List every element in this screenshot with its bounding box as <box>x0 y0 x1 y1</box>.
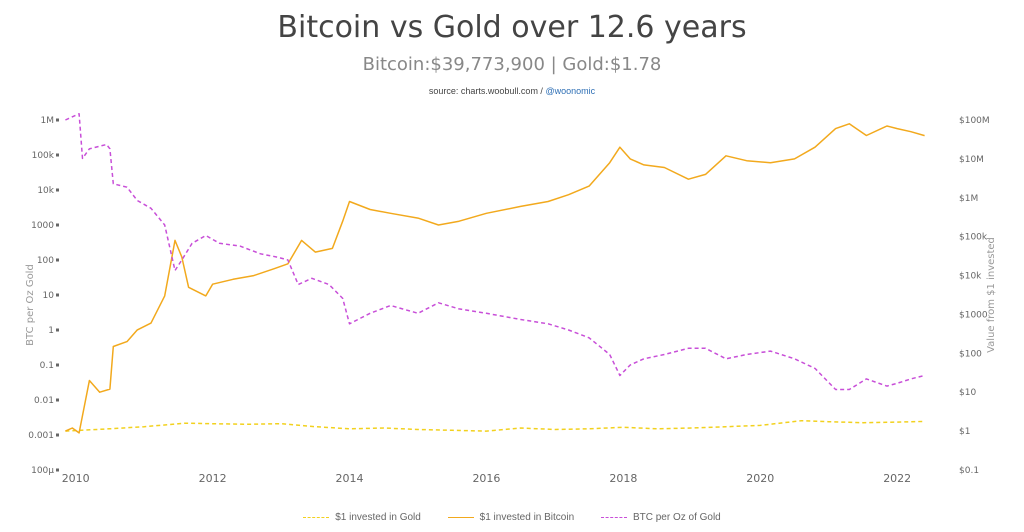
legend-label-bitcoin: $1 invested in Bitcoin <box>479 512 575 523</box>
series-line-gold <box>65 419 925 432</box>
x-tick-label: 2018 <box>609 472 637 485</box>
right-tick-label: $0.1 <box>959 466 979 476</box>
x-tick-label: 2022 <box>883 472 911 485</box>
right-tick-label: $1000 <box>959 310 988 320</box>
right-axis-title: Value from $1 invested <box>986 237 997 353</box>
right-tick-label: $100k <box>959 233 988 243</box>
left-tick-mark <box>56 223 59 227</box>
legend-item-bitcoin[interactable]: $1 invested in Bitcoin <box>447 512 575 523</box>
left-tick-label: 0.001 <box>28 431 54 441</box>
x-tick-label: 2016 <box>472 472 500 485</box>
series-line-bitcoin <box>65 123 925 434</box>
legend-label-ratio: BTC per Oz of Gold <box>632 512 721 523</box>
left-tick-mark <box>56 188 59 192</box>
right-tick-label: $10M <box>959 155 984 165</box>
left-tick-mark <box>56 398 59 402</box>
chart-subtitle: Bitcoin:$39,773,900 | Gold:$1.78 <box>362 54 662 75</box>
x-axis-ticks: 2010 2012 2014 2016 2018 2020 2022 <box>62 472 912 485</box>
left-tick-label: 1M <box>41 116 55 126</box>
x-tick-label: 2010 <box>62 472 90 485</box>
left-tick-label: 100 <box>37 256 54 266</box>
right-tick-label: $10 <box>959 388 976 398</box>
chart-source: source: charts.woobull.com / @woonomic <box>0 86 1024 96</box>
left-tick-mark <box>56 328 59 332</box>
right-tick-label: $1 <box>959 427 970 437</box>
legend-item-gold[interactable]: $1 invested in Gold <box>303 512 421 523</box>
legend-swatch-gold <box>303 516 330 518</box>
source-handle-link[interactable]: @woonomic <box>545 86 596 96</box>
left-tick-mark <box>56 118 59 122</box>
left-tick-label: 100µ <box>31 466 54 476</box>
left-tick-label: 1000 <box>31 221 54 231</box>
legend-label-gold: $1 invested in Gold <box>335 512 421 523</box>
right-axis-ticks: $0.1 $1 $10 $100 $1000 $10k $100k $1M $10M $100M <box>959 116 990 476</box>
left-tick-mark <box>56 363 59 367</box>
chart-title: Bitcoin vs Gold over 12.6 years <box>277 10 747 45</box>
x-tick-label: 2014 <box>336 472 364 485</box>
left-tick-label: 0.1 <box>40 361 54 371</box>
legend-swatch-bitcoin <box>447 516 474 518</box>
right-tick-label: $100M <box>959 116 990 126</box>
left-axis-ticks: 100µ 0.001 0.01 0.1 1 10 100 1000 10k 100k 1M <box>28 116 59 476</box>
series-layer <box>65 113 925 434</box>
legend-swatch-ratio <box>600 516 627 518</box>
left-tick-mark <box>56 468 59 472</box>
left-tick-mark <box>56 258 59 262</box>
left-tick-label: 100k <box>32 151 55 161</box>
right-tick-label: $1M <box>959 194 978 204</box>
right-tick-label: $100 <box>959 349 982 359</box>
left-tick-label: 10k <box>37 186 54 196</box>
source-prefix: source: charts.woobull.com / <box>428 86 543 96</box>
chart-legend: $1 invested in Gold $1 invested in Bitco… <box>0 512 1024 523</box>
legend-item-ratio[interactable]: BTC per Oz of Gold <box>600 512 721 523</box>
left-tick-label: 10 <box>43 291 55 301</box>
x-tick-label: 2020 <box>746 472 774 485</box>
x-tick-label: 2012 <box>199 472 227 485</box>
left-axis-title: BTC per Oz Gold <box>25 264 36 346</box>
left-tick-mark <box>56 433 59 437</box>
series-line-ratio <box>65 113 925 391</box>
left-tick-mark <box>56 293 59 297</box>
left-tick-mark <box>56 153 59 157</box>
right-tick-label: $10k <box>959 272 982 282</box>
chart-plot-area: 100µ 0.001 0.01 0.1 1 10 100 1000 10k 100k 1M $0.1… <box>25 113 997 485</box>
left-tick-label: 0.01 <box>34 396 54 406</box>
left-tick-label: 1 <box>48 326 54 336</box>
